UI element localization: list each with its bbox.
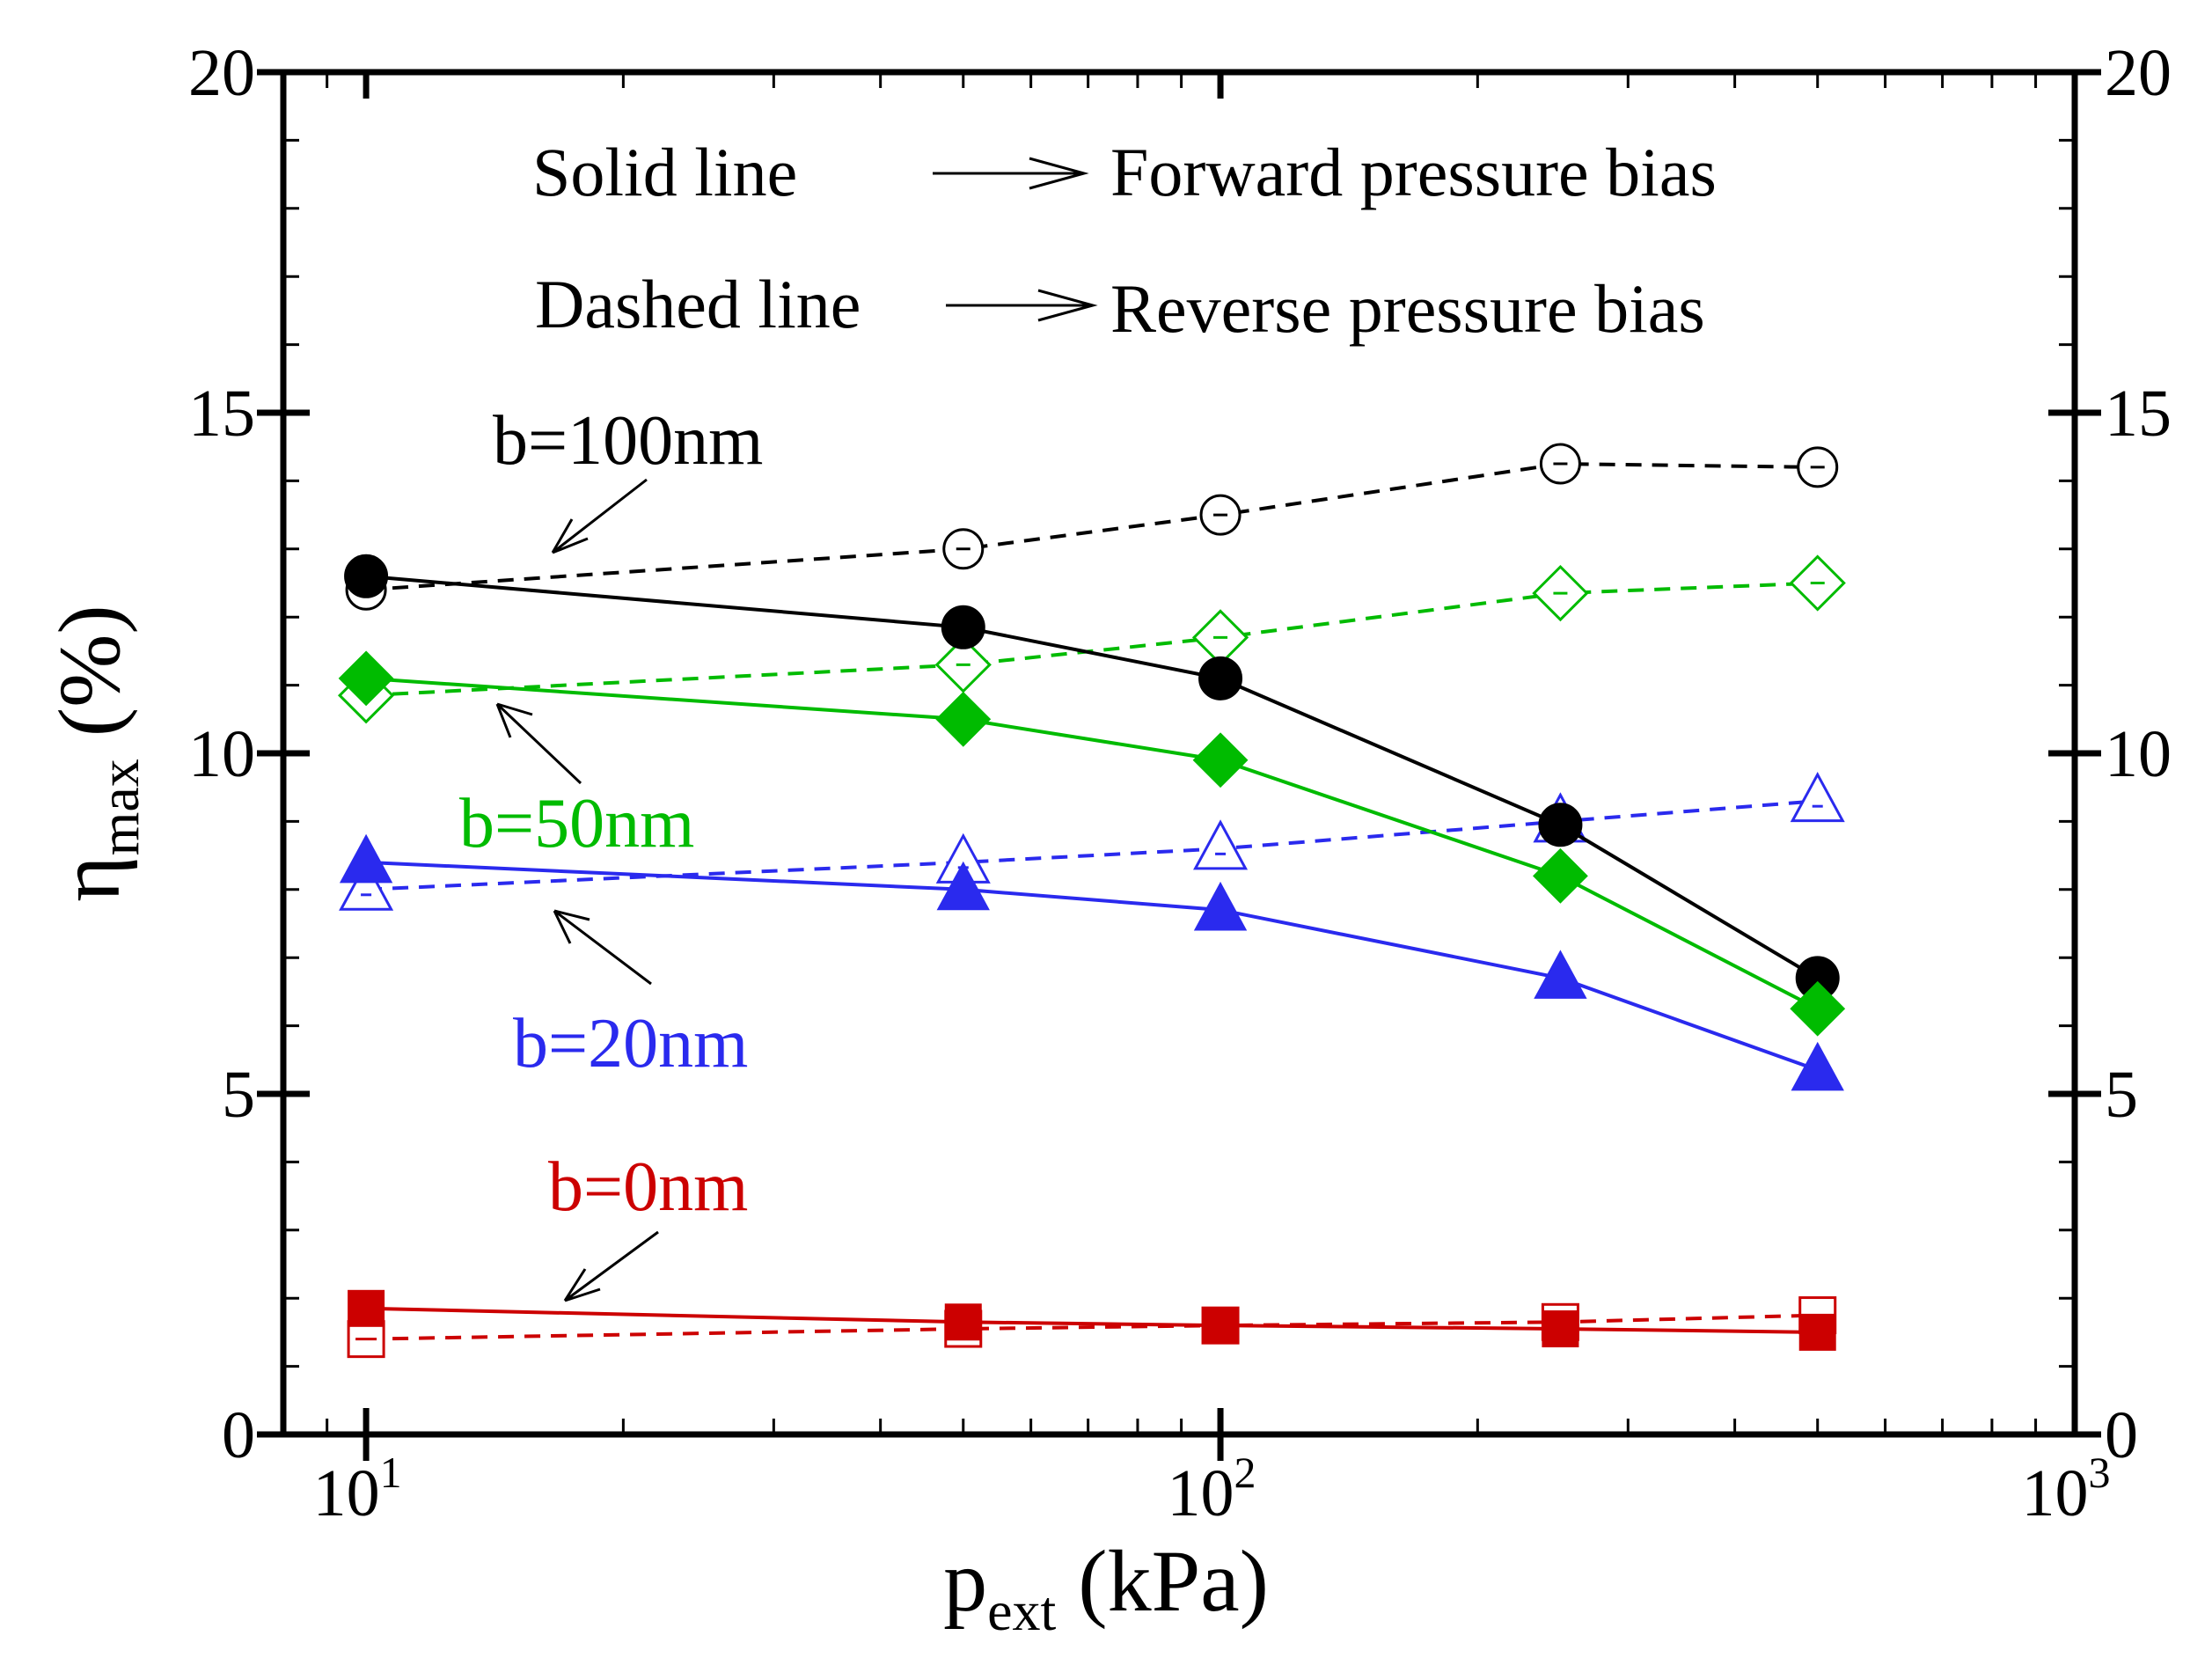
data-point-triangle [1790,772,1845,823]
series-b100-forward [344,554,1840,1001]
y-tick-label-right: 10 [2105,717,2172,791]
data-point-diamond [338,650,394,707]
data-point-diamond [1192,732,1249,788]
y-tick-label-right: 20 [2105,36,2172,110]
data-point-triangle [936,861,990,911]
series-b50-forward [338,650,1846,1037]
legend-dashed-arrowhead [1037,289,1098,322]
y-tick-label-right: 5 [2105,1058,2138,1132]
x-axis-title: pext (kPa) [943,1532,1269,1642]
y-tick-label-left: 5 [222,1058,255,1132]
data-point-square [348,1289,385,1327]
x-tick-label: 101 [313,1448,402,1530]
legend: Solid line Forward pressure bias Dashed … [532,134,1717,347]
legend-solid-label: Solid line [532,134,797,210]
data-point-triangle [1193,819,1249,870]
annotation-b0-arrow [563,1230,659,1302]
data-point-triangle [1534,950,1587,999]
data-point-circle [1538,803,1583,847]
svg-text:pext (kPa): pext (kPa) [943,1532,1269,1642]
y-axis-title-main: η [40,855,138,901]
y-axis-title: ηmax (%) [40,605,150,901]
data-point-square [1798,1313,1836,1351]
data-point-square [944,1303,982,1341]
data-point-circle [941,605,985,649]
x-tick-label-base: 10 [313,1456,380,1530]
y-tick-label-right: 0 [2105,1398,2138,1472]
data-point-square [1202,1307,1240,1345]
y-axis-title-unit: (%) [40,605,138,759]
annotation-b100: b=100nm [493,402,763,480]
annotation-b0: b=0nm [548,1148,748,1226]
annotation-b50-arrow [495,702,582,785]
annotation-b100-arrow [551,478,648,554]
x-axis-title-unit: (kPa) [1056,1532,1269,1630]
data-point-diamond [935,691,992,747]
annotation-b20: b=20nm [513,1005,748,1082]
x-tick-label: 102 [1168,1448,1256,1530]
annotations: b=100nm b=50nm b=20nm b=0nm [459,402,763,1302]
series-b0-forward [348,1289,1836,1351]
x-axis-title-main: p [943,1532,987,1630]
x-tick-label-base: 10 [2022,1456,2089,1530]
data-point-triangle [339,833,393,884]
data-point-triangle [339,860,394,911]
y-tick-label-left: 0 [222,1398,255,1472]
x-tick-label-exponent: 1 [380,1448,402,1497]
y-tick-label-left: 20 [188,36,255,110]
y-axis-title-sub: max [88,759,150,855]
data-point-triangle [1791,1041,1844,1091]
series-layer [337,443,1846,1359]
y-tick-label-right: 15 [2105,377,2172,451]
y-tick-label-left: 15 [188,377,255,451]
legend-dashed-meaning: Reverse pressure bias [1110,270,1705,347]
data-point-circle [344,554,389,598]
y-tick-label-left: 10 [188,717,255,791]
legend-solid-arrowhead [1029,157,1089,190]
legend-dashed-label: Dashed line [535,266,861,342]
axis-ticks [257,69,2101,1461]
data-point-circle [1198,656,1243,700]
svg-text:ηmax (%): ηmax (%) [40,605,150,901]
plot-frame [280,69,2078,1438]
data-point-square [1542,1310,1579,1348]
x-axis-title-sub: ext [987,1580,1056,1642]
x-tick-label-exponent: 2 [1234,1448,1256,1497]
annotation-b20-arrow [553,909,652,986]
x-tick-label-base: 10 [1168,1456,1234,1530]
legend-solid-meaning: Forward pressure bias [1110,134,1717,210]
annotation-b50: b=50nm [459,785,694,862]
data-point-diamond [1790,980,1846,1037]
series-b20-forward [339,833,1844,1091]
data-point-triangle [1193,881,1248,931]
x-tick-label: 103 [2022,1448,2111,1530]
data-point-diamond [1533,847,1588,904]
x-tick-label-exponent: 3 [2089,1448,2111,1497]
